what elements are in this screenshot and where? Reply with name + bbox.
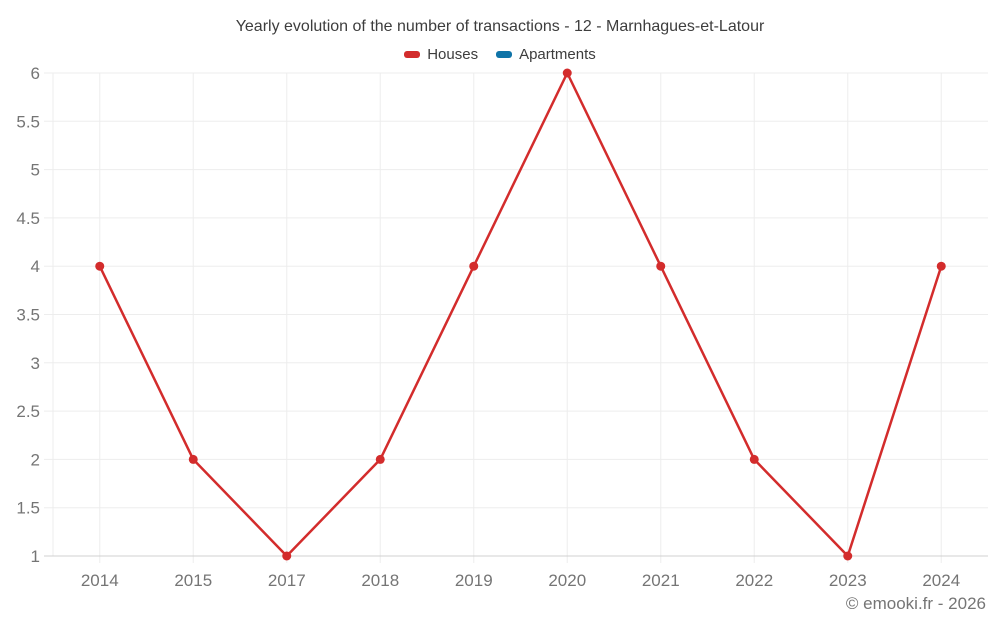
y-tick-label: 1 <box>31 547 40 566</box>
y-tick-label: 6 <box>31 64 40 83</box>
y-tick-label: 5 <box>31 161 40 180</box>
y-tick-label: 4 <box>31 257 40 276</box>
data-point-houses-2019[interactable] <box>469 261 479 271</box>
x-tick-label: 2022 <box>735 571 773 590</box>
y-tick-label: 2 <box>31 450 40 469</box>
x-tick-label: 2018 <box>361 571 399 590</box>
y-tick-label: 5.5 <box>16 112 40 131</box>
data-point-houses-2020[interactable] <box>562 68 572 78</box>
data-point-houses-2014[interactable] <box>95 261 105 271</box>
chart-title: Yearly evolution of the number of transa… <box>235 18 765 35</box>
x-tick-label: 2015 <box>174 571 212 590</box>
x-tick-label: 2021 <box>642 571 680 590</box>
x-tick-label: 2023 <box>829 571 867 590</box>
data-point-houses-2021[interactable] <box>656 261 666 271</box>
legend-label-apartments: Apartments <box>519 46 596 63</box>
legend-item-apartments[interactable]: Apartments <box>496 46 596 63</box>
x-tick-label: 2019 <box>455 571 493 590</box>
data-point-houses-2015[interactable] <box>188 454 198 464</box>
legend-swatch-houses <box>404 51 421 58</box>
legend-label-houses: Houses <box>427 46 479 63</box>
x-tick-label: 2020 <box>548 571 586 590</box>
y-tick-label: 3.5 <box>16 306 40 325</box>
y-tick-label: 2.5 <box>16 402 40 421</box>
x-tick-label: 2014 <box>81 571 119 590</box>
x-tick-label: 2024 <box>922 571 960 590</box>
legend-swatch-apartments <box>496 51 513 58</box>
x-tick-label: 2017 <box>268 571 306 590</box>
series-line-houses <box>98 71 943 558</box>
y-tick-label: 1.5 <box>16 499 40 518</box>
watermark-credit[interactable]: © emooki.fr - 2026 <box>845 594 986 613</box>
data-point-houses-2018[interactable] <box>375 454 385 464</box>
chart-legend: Houses Apartments <box>0 46 1000 63</box>
data-point-houses-2023[interactable] <box>843 551 853 561</box>
legend-item-houses[interactable]: Houses <box>404 46 478 63</box>
y-tick-label: 3 <box>31 354 40 373</box>
y-tick-label: 4.5 <box>16 209 40 228</box>
data-point-houses-2017[interactable] <box>282 551 292 561</box>
data-point-houses-2022[interactable] <box>749 454 759 464</box>
data-point-houses-2024[interactable] <box>936 261 946 271</box>
